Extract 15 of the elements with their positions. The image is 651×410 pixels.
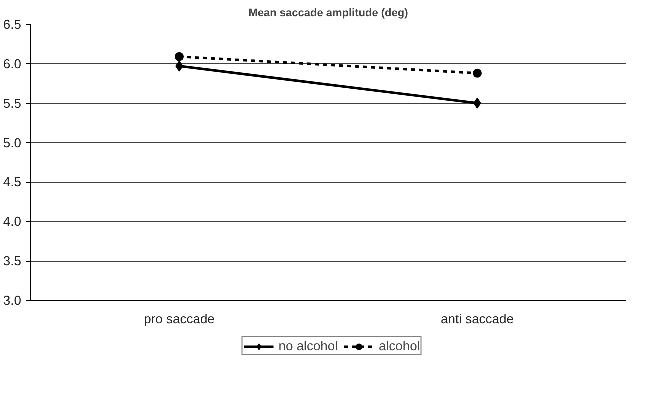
y-tick-label: 4.0	[3, 214, 22, 230]
y-tick-label: 3.0	[3, 293, 22, 308]
point	[473, 68, 482, 78]
legend-label: alcohol	[379, 338, 420, 354]
y-tick-label: 5.5	[3, 96, 22, 111]
legend-label: no alcohol	[278, 338, 338, 354]
x-tick-label: pro saccade	[144, 312, 215, 326]
y-tick-label: 3.5	[3, 254, 22, 269]
chart-title: Mean saccade amplitude (deg)	[248, 8, 409, 20]
x-tick-label: anti saccade	[441, 312, 514, 326]
y-tick-label: 4.5	[3, 174, 22, 190]
y-tick-label: 5.0	[3, 135, 22, 150]
point	[175, 52, 184, 62]
y-tick-label: 6.0	[3, 56, 22, 72]
y-tick-label: 6.5	[3, 17, 22, 32]
